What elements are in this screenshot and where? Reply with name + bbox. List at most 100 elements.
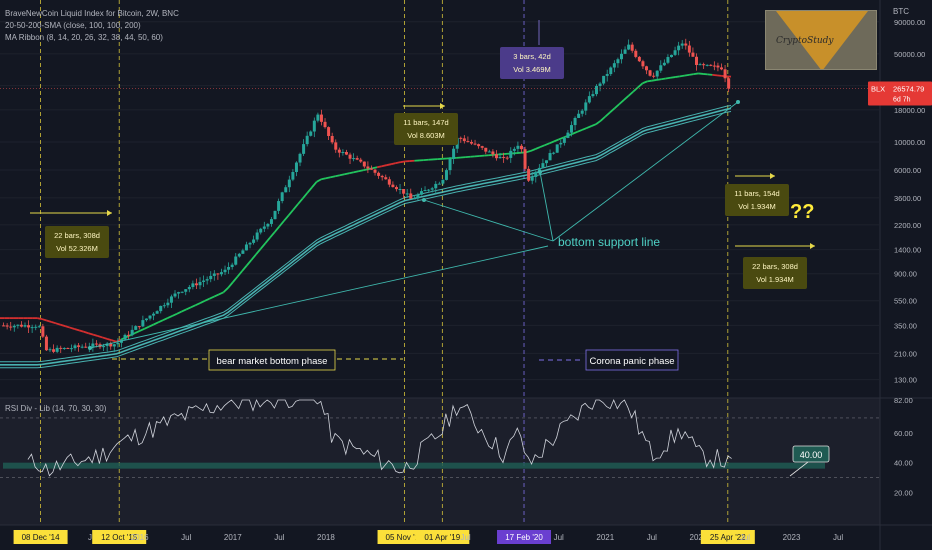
date-tick-label: 17 Feb '20 bbox=[505, 533, 543, 542]
candle-body bbox=[84, 346, 88, 348]
candle-body bbox=[727, 78, 731, 89]
candle-body bbox=[30, 327, 34, 329]
measure-2-bars: 11 bars, 147d bbox=[403, 118, 448, 127]
sma-line-segment bbox=[269, 231, 276, 239]
candle-body bbox=[616, 59, 620, 64]
candle-body bbox=[712, 65, 716, 67]
sma-line-segment bbox=[688, 73, 694, 76]
candle-body bbox=[641, 61, 645, 67]
candle-body bbox=[194, 283, 198, 286]
sma-line-segment bbox=[69, 326, 75, 330]
watermark-logo: CryptoStudy bbox=[765, 10, 877, 70]
sma-line-segment bbox=[97, 335, 103, 339]
candle-body bbox=[266, 223, 270, 227]
price-tick-label: 550.00 bbox=[894, 297, 917, 306]
sma-line-segment bbox=[55, 322, 61, 326]
sma-line-segment bbox=[618, 99, 625, 105]
candle-body bbox=[377, 172, 381, 176]
candle-body bbox=[637, 56, 641, 62]
candle-body bbox=[52, 349, 56, 352]
candle-body bbox=[619, 53, 623, 60]
candle-body bbox=[187, 286, 191, 290]
date-tick-label: Jul bbox=[740, 533, 750, 542]
sma-line-segment bbox=[577, 129, 583, 133]
candle-body bbox=[519, 145, 523, 150]
candle-body bbox=[602, 75, 606, 84]
measure-3-box bbox=[500, 47, 564, 79]
candle-body bbox=[2, 325, 6, 327]
measure-4-box bbox=[725, 184, 789, 216]
sma-legend[interactable]: 20-50-200-SMA (close, 100, 100, 200) bbox=[5, 21, 141, 30]
sma-line-segment bbox=[558, 136, 564, 141]
candle-body bbox=[548, 153, 552, 161]
measure-4-vol: Vol 1.934M bbox=[738, 202, 776, 211]
sma-line-segment bbox=[283, 214, 290, 222]
sma-line-segment bbox=[535, 146, 541, 150]
sma-line-segment bbox=[190, 304, 196, 309]
candle-body bbox=[448, 158, 452, 171]
ma-ribbon-line bbox=[0, 111, 732, 369]
ribbon-legend[interactable]: MA Ribbon (8, 14, 20, 26, 32, 38, 44, 50… bbox=[5, 33, 163, 42]
candle-body bbox=[709, 64, 713, 66]
candle-body bbox=[677, 45, 681, 51]
candle-body bbox=[312, 120, 316, 132]
candle-body bbox=[202, 280, 206, 282]
date-tick-label: Jul bbox=[274, 533, 284, 542]
candle-body bbox=[180, 291, 184, 293]
date-tick-label: 2017 bbox=[224, 533, 242, 542]
candle-body bbox=[230, 264, 234, 267]
ma-ribbon-line bbox=[0, 105, 732, 363]
candle-body bbox=[91, 343, 95, 347]
sma-line-segment bbox=[553, 138, 560, 143]
sma-line-segment bbox=[167, 315, 173, 319]
candle-body bbox=[509, 150, 513, 158]
candle-body bbox=[591, 94, 595, 97]
watermark-triangle bbox=[776, 11, 868, 69]
sma-line-segment bbox=[647, 79, 652, 83]
sma-line-segment bbox=[321, 177, 327, 181]
measure-arrow-4-head bbox=[770, 173, 775, 179]
candle-body bbox=[355, 158, 359, 160]
candle-body bbox=[294, 162, 298, 173]
sma-line-segment bbox=[381, 164, 387, 168]
candle-body bbox=[102, 346, 106, 348]
sma-line-segment bbox=[539, 144, 546, 148]
sma-line-segment bbox=[162, 317, 168, 322]
candle-body bbox=[416, 194, 420, 199]
sma-line-segment bbox=[637, 82, 644, 89]
sma-line-segment bbox=[60, 323, 66, 327]
sma-line-segment bbox=[353, 170, 359, 174]
candle-body bbox=[16, 324, 20, 326]
candle-body bbox=[123, 334, 127, 340]
currency-label: BTC bbox=[893, 7, 909, 16]
candle-body bbox=[405, 193, 409, 195]
candle-body bbox=[609, 67, 613, 75]
candle-body bbox=[262, 226, 266, 229]
candle-body bbox=[541, 163, 545, 168]
rsi-legend[interactable]: RSI Div - Lib (14, 70, 30, 30) bbox=[5, 404, 107, 413]
candle-body bbox=[605, 74, 609, 76]
date-tick-label: 25 Apr '22 bbox=[710, 533, 746, 542]
candle-body bbox=[402, 189, 406, 194]
sma-line-segment bbox=[181, 308, 187, 313]
candle-body bbox=[55, 347, 59, 352]
candle-body bbox=[127, 334, 131, 336]
sma-line-segment bbox=[236, 270, 243, 278]
date-tick-label: 2021 bbox=[596, 533, 614, 542]
sma-line-segment bbox=[297, 197, 304, 205]
sma-line-segment bbox=[590, 123, 597, 127]
candle-body bbox=[166, 302, 170, 306]
candle-body bbox=[384, 177, 388, 180]
candle-body bbox=[112, 344, 116, 347]
measure-5-box bbox=[743, 257, 807, 289]
sma-line-segment bbox=[674, 75, 680, 78]
candle-body bbox=[684, 43, 688, 46]
rsi-support-band bbox=[3, 462, 825, 469]
sma-line-segment bbox=[614, 103, 620, 109]
sma-line-segment bbox=[199, 300, 206, 304]
candle-body bbox=[562, 137, 566, 143]
candle-body bbox=[144, 318, 148, 321]
sma-line-segment bbox=[185, 306, 192, 311]
measure-3-vol: Vol 3.469M bbox=[513, 65, 551, 74]
